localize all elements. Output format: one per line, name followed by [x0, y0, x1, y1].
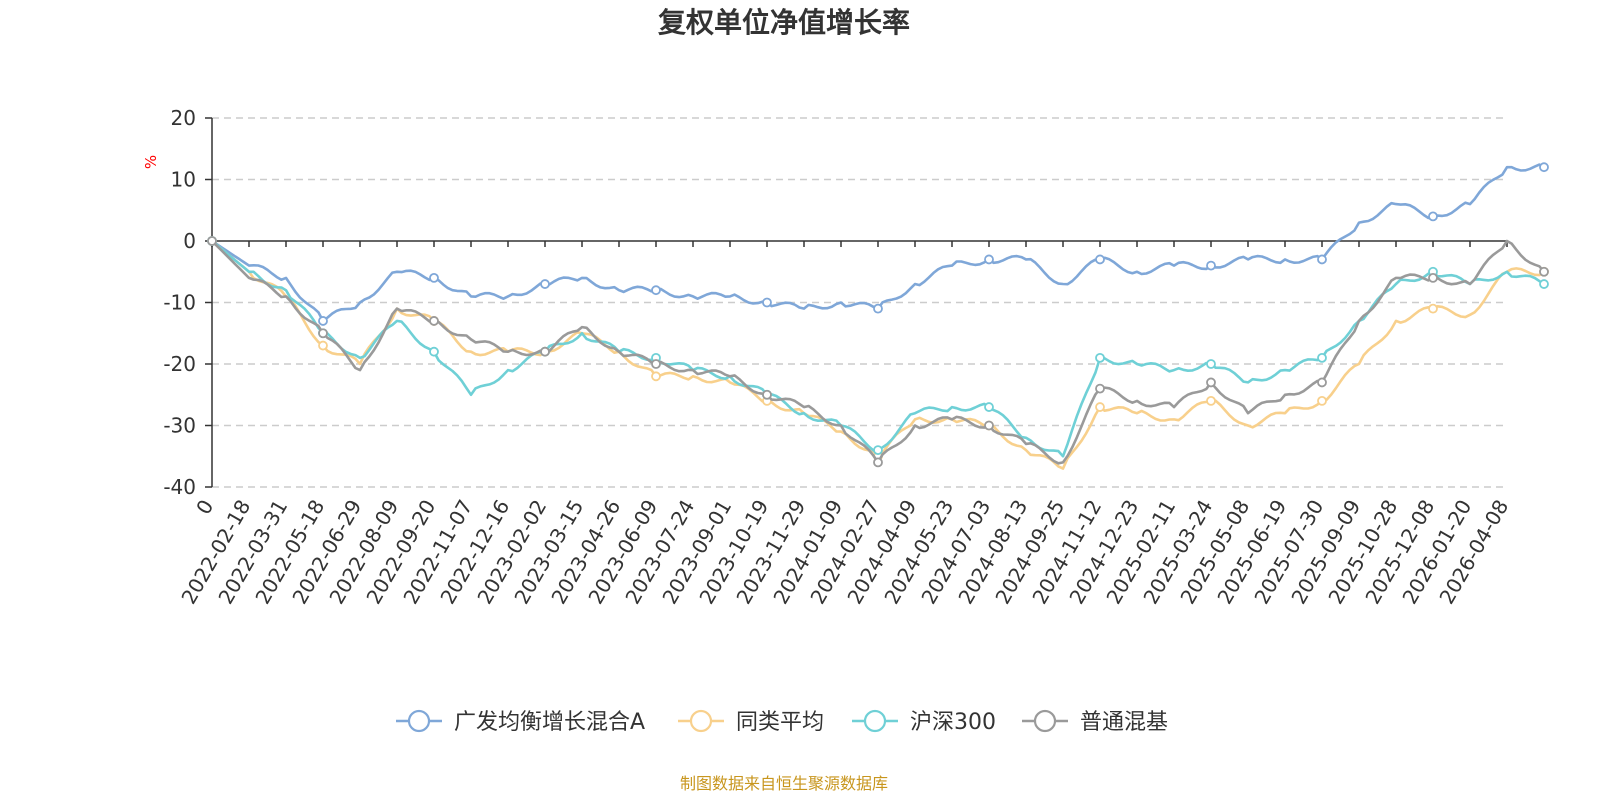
series-point — [1428, 272, 1438, 283]
series-point — [762, 297, 772, 308]
series-point — [651, 359, 661, 369]
series-point — [1539, 279, 1549, 289]
series-point — [651, 371, 661, 382]
series-point — [984, 254, 994, 265]
series-point — [984, 402, 994, 412]
axes — [205, 117, 1508, 488]
series-point — [873, 303, 883, 314]
series-point — [1428, 211, 1438, 222]
series-point — [1095, 352, 1105, 363]
series-point — [540, 346, 550, 357]
series-point — [429, 346, 439, 357]
y-tick-label: -20 — [163, 352, 196, 376]
x-tick-labels: 02022-02-182022-03-312022-05-182022-06-2… — [176, 496, 1513, 609]
series-point — [1095, 254, 1105, 265]
series-point — [1095, 402, 1105, 412]
series-point — [540, 279, 550, 289]
source-note: 制图数据来自恒生聚源数据库 — [680, 774, 888, 793]
legend[interactable]: 广发均衡增长混合A 同类平均 沪深300 普通混基 — [396, 709, 1168, 735]
series-point — [1539, 266, 1549, 277]
series-point — [429, 272, 439, 283]
series-point — [318, 328, 328, 339]
series-point — [1206, 359, 1216, 369]
series-point — [318, 316, 328, 326]
series-line — [211, 239, 1545, 470]
y-tick-label: -30 — [163, 414, 196, 438]
series-point — [1317, 395, 1327, 406]
y-tick-label: 20 — [171, 106, 196, 130]
legend-item-label[interactable]: 同类平均 — [736, 710, 824, 735]
y-tick-labels: 20 10 0 -10 -20 -30 -40 — [163, 106, 196, 499]
series-point — [1206, 260, 1216, 271]
y-tick-label: -10 — [163, 291, 196, 315]
series-point — [1095, 383, 1105, 394]
series-line — [211, 239, 1545, 458]
series-point — [1206, 377, 1216, 388]
legend-swatch-marker — [863, 709, 887, 733]
y-tick-label: -40 — [163, 475, 196, 499]
chart-title: 复权单位净值增长率 — [658, 6, 910, 39]
series-point — [1317, 352, 1327, 363]
series-point — [429, 316, 439, 326]
legend-item-label[interactable]: 广发均衡增长混合A — [454, 710, 645, 735]
series-point — [1206, 395, 1216, 406]
legend-swatch-marker — [1033, 709, 1057, 733]
series-point — [873, 457, 883, 468]
legend-item-label[interactable]: 沪深300 — [910, 710, 996, 735]
series-point — [873, 445, 883, 456]
series-point — [1428, 303, 1438, 314]
series-point — [1317, 377, 1327, 388]
series-point — [762, 389, 772, 400]
y-tick-label: 0 — [183, 229, 196, 253]
series-point — [318, 340, 328, 351]
legend-swatch-marker — [407, 709, 431, 733]
series-line — [211, 239, 1545, 465]
legend-swatch-marker — [689, 709, 713, 733]
series-point — [1539, 162, 1549, 173]
legend-item-label[interactable]: 普通混基 — [1080, 710, 1168, 735]
series-point — [651, 285, 661, 296]
series-point — [207, 236, 217, 246]
series-point — [984, 420, 994, 431]
y-axis-unit-label: % — [142, 155, 160, 169]
y-tick-label: 10 — [171, 168, 196, 192]
series-lines — [207, 162, 1549, 470]
series-point — [1317, 254, 1327, 265]
